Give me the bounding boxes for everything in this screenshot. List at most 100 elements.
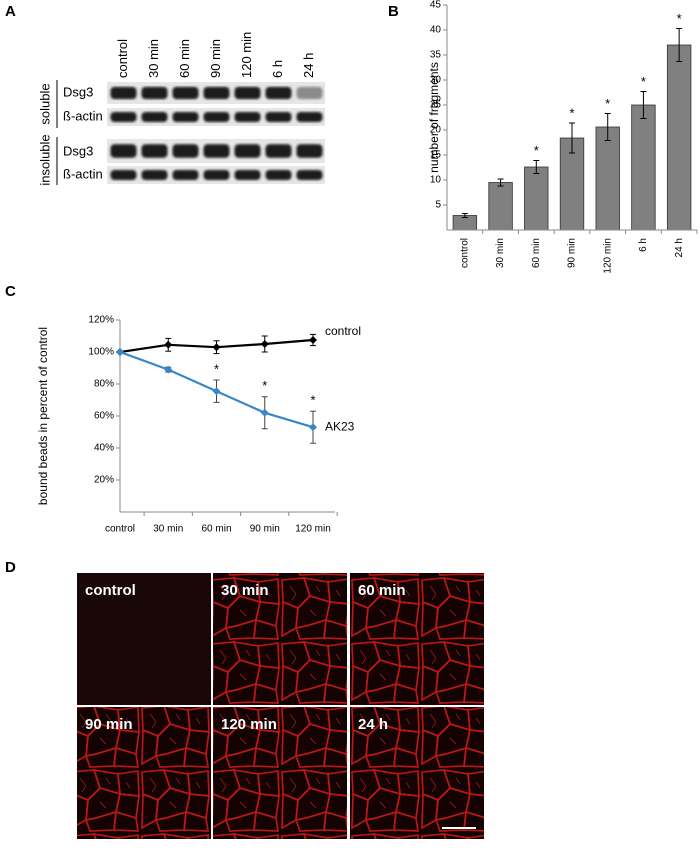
- y-tick-label: 30: [430, 75, 442, 86]
- y-tick-label: 35: [430, 50, 442, 61]
- x-tick-label: 6 h: [638, 238, 649, 252]
- image-label: 24 h: [358, 716, 388, 733]
- row-label: Dsg3: [63, 84, 93, 99]
- y-tick-label: 120%: [88, 315, 114, 326]
- y-tick-label: 60%: [94, 411, 114, 422]
- western-blot: soluble insoluble Dsg3 ß-actin Dsg3 ß-ac…: [37, 32, 325, 186]
- panel-label: B: [388, 3, 399, 20]
- microscopy-panel: control 30 min 60 min 90 min 120 min 24 h: [77, 573, 484, 839]
- blot-band: [296, 169, 323, 181]
- y-tick-label: 40%: [94, 443, 114, 454]
- micrograph: [77, 573, 211, 705]
- micrograph: [350, 707, 484, 839]
- row-label: ß-actin: [63, 108, 103, 123]
- image-label: 60 min: [358, 582, 406, 599]
- blot-band: [172, 169, 199, 181]
- image-label: 90 min: [85, 716, 133, 733]
- x-tick-label: 90 min: [567, 238, 578, 268]
- point-marker: [260, 408, 269, 417]
- panel-label: A: [5, 3, 16, 20]
- point-marker: [164, 340, 173, 349]
- blot-band: [265, 86, 292, 100]
- bar: [595, 126, 620, 231]
- significance-mark: *: [569, 105, 574, 120]
- bar: [524, 166, 549, 231]
- panel-label: C: [5, 283, 16, 300]
- point-marker: [164, 365, 173, 374]
- blot-band: [141, 169, 168, 181]
- blot-band: [203, 111, 230, 123]
- x-tick-label: control: [105, 524, 135, 535]
- image-label: control: [85, 582, 136, 599]
- blot-band: [141, 86, 168, 100]
- significance-mark: *: [534, 143, 539, 158]
- y-tick-label: 100%: [88, 347, 114, 358]
- y-tick-label: 20%: [94, 475, 114, 486]
- row-label: Dsg3: [63, 143, 93, 158]
- blot-band: [234, 111, 261, 123]
- significance-mark: *: [310, 393, 315, 408]
- micrograph: [350, 573, 484, 705]
- lane-label: 90 min: [208, 39, 223, 78]
- x-tick-label: 60 min: [531, 238, 542, 268]
- blot-band: [265, 144, 292, 158]
- y-tick-label: 5: [435, 200, 441, 211]
- x-tick-label: control: [459, 238, 470, 268]
- blot-band: [110, 86, 137, 100]
- point-marker: [309, 336, 317, 344]
- image-label: 30 min: [221, 582, 269, 599]
- bar: [666, 44, 692, 231]
- group-label: soluble: [37, 83, 52, 124]
- y-tick-label: 20: [430, 125, 442, 136]
- blot-band: [234, 169, 261, 181]
- blot-band: [203, 169, 230, 181]
- blot-band: [110, 169, 137, 181]
- significance-mark: *: [262, 378, 267, 393]
- blot-band: [265, 111, 292, 123]
- lane-label: 24 h: [301, 53, 316, 78]
- bar: [631, 104, 656, 231]
- y-axis-label: bound beads in percent of control: [36, 327, 50, 505]
- blot-band: [265, 169, 292, 181]
- blot-band: [296, 111, 323, 123]
- point-marker: [309, 423, 317, 432]
- significance-mark: *: [641, 74, 646, 89]
- point-marker: [260, 340, 269, 348]
- y-tick-label: 45: [430, 0, 442, 11]
- y-tick-label: 80%: [94, 379, 114, 390]
- point-marker: [116, 348, 124, 356]
- point-marker: [212, 343, 221, 352]
- y-axis-label: number of fragments: [427, 62, 441, 173]
- x-tick-label: 30 min: [495, 238, 506, 268]
- lane-label: control: [115, 39, 130, 78]
- panel-label: D: [5, 559, 16, 576]
- y-tick-label: 40: [430, 25, 442, 36]
- x-tick-label: 24 h: [674, 238, 685, 257]
- micrograph: [77, 707, 211, 839]
- x-tick-label: 120 min: [295, 524, 331, 535]
- blot-band: [141, 111, 168, 123]
- bar: [488, 182, 513, 231]
- x-tick-label: 30 min: [153, 524, 183, 535]
- blot-band: [110, 144, 137, 158]
- blot-band: [234, 86, 261, 100]
- blot-band: [172, 111, 199, 123]
- y-tick-label: 10: [430, 175, 442, 186]
- blot-band: [172, 144, 199, 158]
- legend-label: control: [325, 324, 361, 338]
- significance-mark: *: [605, 96, 610, 111]
- significance-mark: *: [677, 11, 682, 26]
- blot-band: [172, 86, 199, 100]
- point-marker: [212, 387, 221, 396]
- y-tick-label: 15: [430, 150, 442, 161]
- x-tick-label: 90 min: [250, 524, 280, 535]
- significance-mark: *: [214, 361, 219, 376]
- y-tick-label: 25: [430, 100, 442, 111]
- lane-label: 30 min: [146, 39, 161, 78]
- micrograph: [213, 707, 347, 839]
- blot-band: [203, 144, 230, 158]
- micrograph: [213, 573, 347, 705]
- legend-label: AK23: [325, 419, 355, 433]
- blot-band: [296, 86, 323, 100]
